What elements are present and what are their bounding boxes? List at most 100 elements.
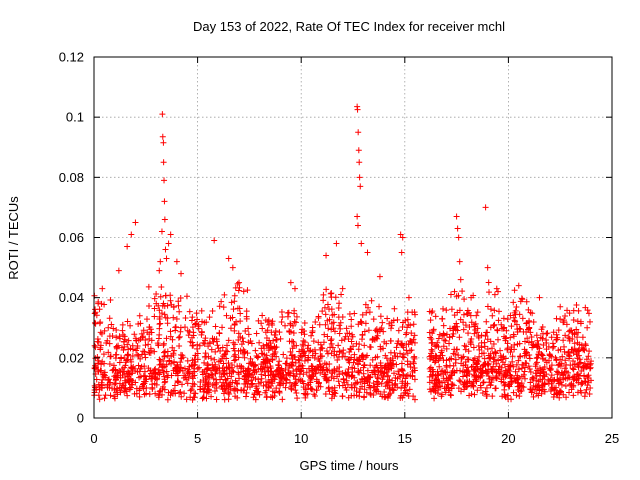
roti-point bbox=[260, 359, 267, 366]
roti-point bbox=[516, 325, 523, 332]
roti-point bbox=[271, 389, 278, 396]
roti-point bbox=[543, 337, 550, 344]
x-tick-label: 25 bbox=[605, 431, 619, 446]
roti-point bbox=[200, 394, 207, 401]
roti-point bbox=[346, 349, 353, 356]
roti-point bbox=[277, 335, 284, 342]
roti-point bbox=[584, 382, 591, 389]
roti-point bbox=[209, 381, 216, 388]
roti-point bbox=[398, 341, 405, 348]
roti-point bbox=[570, 307, 577, 314]
roti-point bbox=[404, 309, 411, 316]
roti-point bbox=[452, 356, 459, 363]
roti-point bbox=[401, 384, 408, 391]
roti-point bbox=[383, 340, 390, 347]
x-tick-label: 10 bbox=[294, 431, 308, 446]
roti-point bbox=[361, 386, 368, 393]
roti-point bbox=[161, 353, 168, 360]
roti-point bbox=[193, 310, 200, 317]
y-tick-label: 0.04 bbox=[59, 290, 84, 305]
roti-peak-point bbox=[453, 213, 460, 220]
roti-point bbox=[348, 338, 355, 345]
roti-point bbox=[249, 371, 256, 378]
roti-point bbox=[465, 367, 472, 374]
roti-point bbox=[370, 316, 377, 323]
roti-point bbox=[319, 367, 326, 374]
roti-point bbox=[302, 385, 309, 392]
roti-point bbox=[553, 315, 560, 322]
roti-point bbox=[490, 341, 497, 348]
roti-point bbox=[213, 384, 220, 391]
roti-point bbox=[336, 322, 343, 329]
roti-point bbox=[557, 346, 564, 353]
roti-point bbox=[405, 321, 412, 328]
roti-point bbox=[509, 358, 516, 365]
roti-peak-point bbox=[439, 315, 446, 322]
roti-point bbox=[489, 312, 496, 319]
roti-point bbox=[583, 356, 590, 363]
roti-point bbox=[232, 377, 239, 384]
roti-point bbox=[167, 333, 174, 340]
roti-point bbox=[299, 378, 306, 385]
roti-point bbox=[484, 346, 491, 353]
roti-point bbox=[235, 287, 242, 294]
roti-point bbox=[459, 373, 466, 380]
roti-point bbox=[164, 396, 171, 403]
roti-peak-point bbox=[160, 139, 167, 146]
roti-peak-point bbox=[323, 252, 330, 259]
roti-point bbox=[216, 303, 223, 310]
roti-point bbox=[124, 341, 131, 348]
roti-point bbox=[374, 374, 381, 381]
roti-point bbox=[490, 374, 497, 381]
roti-point bbox=[526, 325, 533, 332]
roti-point bbox=[566, 310, 573, 317]
roti-point bbox=[491, 291, 498, 298]
roti-point bbox=[400, 371, 407, 378]
roti-point bbox=[340, 347, 347, 354]
roti-point bbox=[156, 361, 163, 368]
roti-point bbox=[211, 356, 218, 363]
roti-point bbox=[211, 388, 218, 395]
roti-point bbox=[518, 373, 525, 380]
roti-point bbox=[234, 394, 241, 401]
roti-point bbox=[584, 373, 591, 380]
roti-point bbox=[385, 372, 392, 379]
roti-point bbox=[486, 375, 493, 382]
roti-point bbox=[510, 299, 517, 306]
roti-point bbox=[146, 331, 153, 338]
roti-point bbox=[113, 334, 120, 341]
roti-point bbox=[255, 389, 262, 396]
roti-point bbox=[167, 328, 174, 335]
roti-peak-point bbox=[484, 264, 491, 271]
roti-point bbox=[387, 349, 394, 356]
x-tick-label: 15 bbox=[398, 431, 412, 446]
roti-point bbox=[308, 332, 315, 339]
roti-point bbox=[211, 336, 218, 343]
roti-point bbox=[523, 298, 530, 305]
roti-point bbox=[226, 390, 233, 397]
roti-point bbox=[182, 315, 189, 322]
roti-point bbox=[478, 370, 485, 377]
roti-point bbox=[529, 310, 536, 317]
roti-point bbox=[92, 319, 99, 326]
roti-point bbox=[339, 353, 346, 360]
roti-point bbox=[352, 379, 359, 386]
roti-point bbox=[384, 395, 391, 402]
roti-point bbox=[265, 317, 272, 324]
roti-point bbox=[525, 306, 532, 313]
roti-point bbox=[208, 393, 215, 400]
roti-point bbox=[212, 323, 219, 330]
roti-point bbox=[535, 341, 542, 348]
roti-point bbox=[539, 323, 546, 330]
roti-point bbox=[559, 353, 566, 360]
roti-point bbox=[235, 337, 242, 344]
roti-point bbox=[230, 345, 237, 352]
roti-point bbox=[316, 321, 323, 328]
roti-point bbox=[297, 352, 304, 359]
roti-point bbox=[203, 395, 210, 402]
roti-point bbox=[478, 332, 485, 339]
roti-point bbox=[581, 347, 588, 354]
roti-point bbox=[404, 324, 411, 331]
roti-point bbox=[367, 390, 374, 397]
roti-point bbox=[388, 325, 395, 332]
